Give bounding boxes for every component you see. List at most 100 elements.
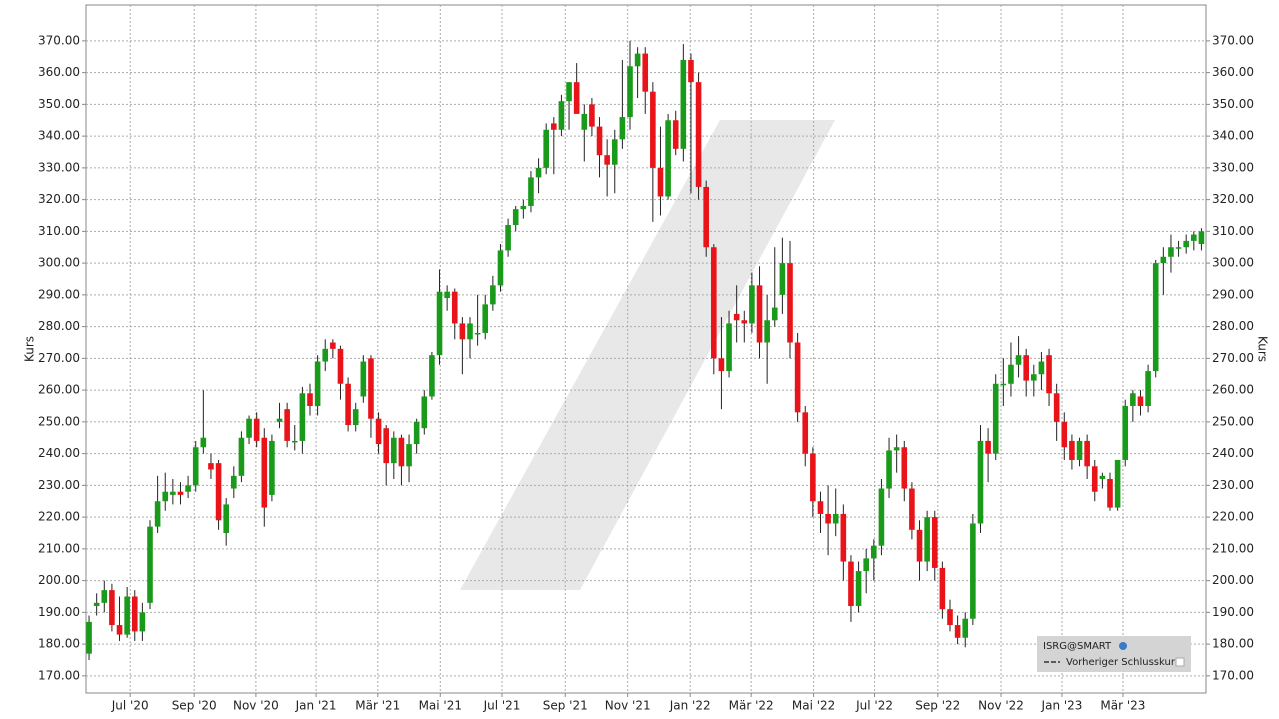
candle-body: [977, 440, 984, 524]
y-tick-label-right: 210.00: [1212, 541, 1254, 555]
candle-body: [810, 453, 816, 502]
candle-body: [467, 323, 473, 340]
candle-body: [451, 291, 458, 324]
candle-body: [170, 491, 176, 495]
candle-body: [566, 82, 572, 102]
y-tick-label-right: 180.00: [1212, 637, 1254, 651]
candle-body: [1000, 383, 1007, 386]
y-tick-label-right: 340.00: [1212, 129, 1254, 143]
legend-checkbox[interactable]: [1175, 657, 1185, 667]
candle-body: [375, 418, 382, 445]
candle-body: [962, 618, 969, 638]
legend-entry: Vorheriger Schlusskurs: [1066, 657, 1180, 668]
candle-body: [1183, 240, 1189, 248]
candle-body: [909, 488, 915, 530]
y-tick-label-right: 220.00: [1212, 510, 1254, 524]
candle-body: [871, 545, 877, 559]
candle-body: [223, 504, 229, 533]
candle-body: [832, 513, 839, 524]
candle-body: [665, 120, 671, 197]
x-tick-label: Sep '22: [915, 699, 960, 713]
y-tick-label-right: 250.00: [1212, 414, 1254, 428]
y-tick-label-right: 200.00: [1212, 573, 1254, 587]
candle-body: [406, 444, 412, 467]
y-tick-label-right: 300.00: [1212, 256, 1254, 270]
y-tick-label: 190.00: [38, 605, 80, 619]
candle-body: [307, 393, 313, 406]
candle-body: [1107, 479, 1113, 508]
watermark: [460, 120, 835, 590]
y-tick-label-right: 230.00: [1212, 478, 1254, 492]
candle-body: [1008, 364, 1014, 384]
x-tick-label: Jan '21: [295, 699, 337, 713]
candle-body: [147, 526, 153, 603]
candle-body: [215, 463, 222, 521]
x-tick-label: Mär '23: [1100, 699, 1145, 713]
y-tick-label: 300.00: [38, 256, 80, 270]
y-tick-label: 220.00: [38, 510, 80, 524]
candle-body: [1053, 393, 1060, 422]
legend-entry: ISRG@SMART: [1043, 641, 1112, 652]
y-tick-label: 310.00: [38, 224, 80, 238]
candle-body: [619, 117, 626, 140]
candle-body: [436, 291, 443, 356]
candle-body: [1122, 405, 1129, 460]
candle-body: [291, 440, 298, 443]
y-tick-label: 170.00: [38, 668, 80, 682]
x-tick-label: Mai '21: [419, 699, 462, 713]
x-tick-label: Mär '22: [729, 699, 774, 713]
candle-body: [901, 447, 908, 489]
y-tick-label: 260.00: [38, 383, 80, 397]
y-tick-label-right: 280.00: [1212, 319, 1254, 333]
candle-body: [269, 440, 275, 495]
x-tick-label: Jul '20: [111, 699, 149, 713]
candle-body: [1046, 355, 1052, 394]
candle-body: [1076, 440, 1083, 460]
candle-body: [1015, 355, 1022, 365]
y-tick-label: 200.00: [38, 573, 80, 587]
candle-body: [162, 491, 169, 502]
candle-body: [794, 342, 801, 413]
y-tick-label: 350.00: [38, 97, 80, 111]
y-tick-label: 340.00: [38, 129, 80, 143]
candle-body: [139, 612, 146, 632]
candle-body: [192, 447, 199, 486]
candle-body: [650, 91, 656, 168]
candle-body: [131, 596, 138, 632]
candle-body: [398, 437, 405, 467]
candle-body: [1152, 263, 1159, 372]
candle-body: [1191, 234, 1197, 241]
candle-body: [749, 285, 755, 324]
candle-body: [825, 513, 831, 524]
x-tick-label: Jul '22: [855, 699, 893, 713]
y-tick-label-right: 290.00: [1212, 287, 1254, 301]
candle-body: [954, 625, 961, 638]
candle-body: [185, 485, 191, 492]
candle-body: [1023, 355, 1029, 381]
y-tick-label: 290.00: [38, 287, 80, 301]
candle-body: [299, 393, 306, 441]
candle-body: [680, 59, 687, 149]
y-axis-title-right: Kurs: [1256, 336, 1270, 362]
candle-body: [817, 501, 824, 514]
candle-body: [642, 53, 649, 92]
candle-body: [421, 396, 428, 429]
candle-body: [1061, 421, 1068, 448]
candle-body: [459, 323, 466, 340]
candle-body: [543, 129, 549, 168]
candle-body: [992, 383, 999, 454]
candle-body: [558, 101, 565, 130]
candle-body: [238, 437, 245, 476]
candle-body: [1137, 396, 1144, 406]
candle-body: [383, 428, 389, 464]
candle-body: [528, 177, 534, 206]
candle-body: [970, 523, 976, 619]
candle-body: [261, 437, 268, 508]
candle-body: [947, 609, 953, 626]
candle-body: [627, 66, 633, 118]
candle-body: [939, 567, 946, 610]
candle-body: [413, 421, 420, 445]
y-tick-label: 270.00: [38, 351, 80, 365]
